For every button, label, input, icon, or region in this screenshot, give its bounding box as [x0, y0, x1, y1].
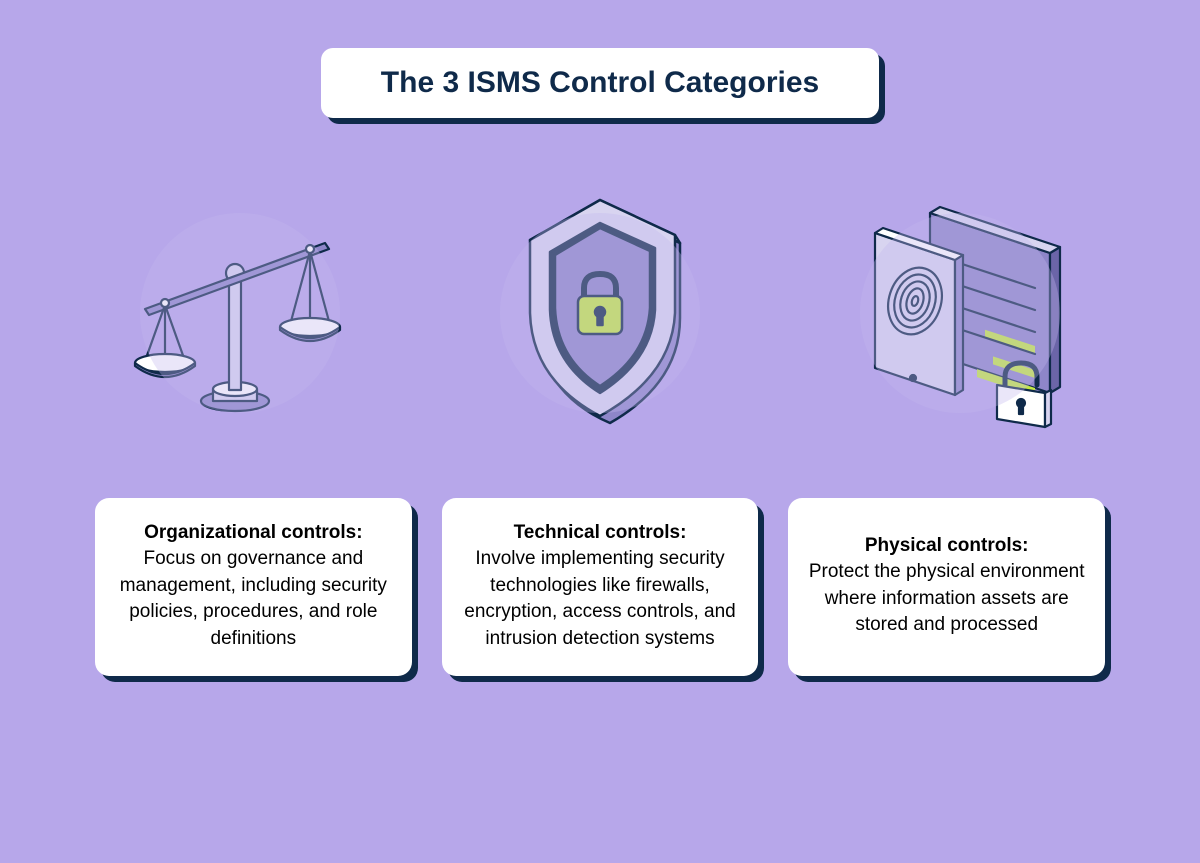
icons-row — [0, 173, 1200, 453]
page-title: The 3 ISMS Control Categories — [381, 66, 819, 100]
title-box: The 3 ISMS Control Categories — [321, 48, 879, 118]
card-technical: Technical controls: Involve implementing… — [442, 498, 759, 676]
card-body: Focus on governance and management, incl… — [115, 546, 392, 652]
icon-bg-circle — [140, 213, 340, 413]
icon-cell-technical — [450, 173, 750, 453]
card-title: Organizational controls: — [115, 522, 392, 544]
icon-cell-organizational — [90, 173, 390, 453]
card-physical: Physical controls: Protect the physical … — [788, 498, 1105, 676]
card-organizational: Organizational controls: Focus on govern… — [95, 498, 412, 676]
card-body: Involve implementing security technologi… — [462, 546, 739, 652]
icon-bg-circle — [500, 213, 700, 413]
card-body: Protect the physical environment where i… — [808, 559, 1085, 639]
icon-bg-circle — [860, 213, 1060, 413]
card-title: Physical controls: — [808, 535, 1085, 557]
card-title: Technical controls: — [462, 522, 739, 544]
cards-row: Organizational controls: Focus on govern… — [0, 498, 1200, 676]
icon-cell-physical — [810, 173, 1110, 453]
